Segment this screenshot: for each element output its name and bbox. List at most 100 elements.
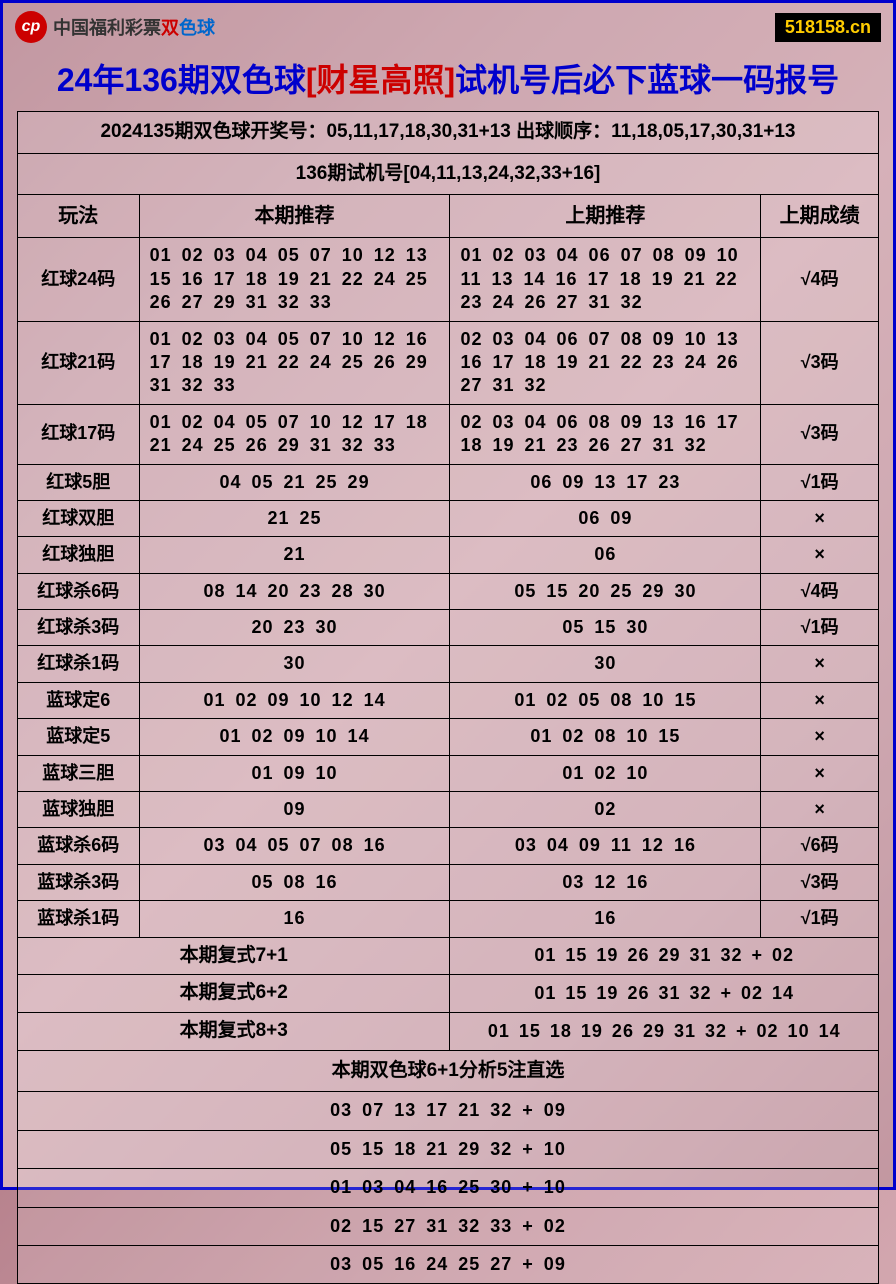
logo-area: cp 中国福利彩票双色球 [15,11,215,43]
site-badge[interactable]: 518158.cn [775,13,881,42]
prev-cell: 30 [450,646,761,682]
current-cell: 01 02 09 10 14 [139,719,450,755]
current-cell: 21 25 [139,500,450,536]
draw-result: 2024135期双色球开奖号：05,11,17,18,30,31+13 出球顺序… [18,112,879,154]
direct-title: 本期双色球6+1分析5注直选 [18,1050,879,1092]
method-cell: 蓝球定5 [18,719,140,755]
result-cell: × [761,646,879,682]
current-cell: 01 09 10 [139,755,450,791]
result-cell: √4码 [761,238,879,321]
method-cell: 红球24码 [18,238,140,321]
direct-pick: 02 15 27 31 32 33 + 02 [18,1207,879,1245]
prev-cell: 05 15 20 25 29 30 [450,573,761,609]
lottery-logo-icon: cp [15,11,47,43]
direct-pick-row: 03 05 16 24 25 27 + 09 [18,1245,879,1283]
method-cell: 红球杀1码 [18,646,140,682]
result-cell: × [761,719,879,755]
method-cell: 红球21码 [18,321,140,404]
prev-cell: 01 02 03 04 06 07 08 09 10 11 13 14 16 1… [450,238,761,321]
result-cell: × [761,537,879,573]
result-cell: √3码 [761,864,879,900]
table-row: 红球5胆04 05 21 25 2906 09 13 17 23√1码 [18,464,879,500]
title-part1: 24年136期双色球 [57,62,306,98]
prev-cell: 16 [450,901,761,937]
test-number: 136期试机号[04,11,13,24,32,33+16] [18,153,879,195]
table-row: 蓝球杀1码1616√1码 [18,901,879,937]
test-number-row: 136期试机号[04,11,13,24,32,33+16] [18,153,879,195]
draw-result-row: 2024135期双色球开奖号：05,11,17,18,30,31+13 出球顺序… [18,112,879,154]
method-cell: 蓝球定6 [18,682,140,718]
direct-pick: 01 03 04 16 25 30 + 10 [18,1169,879,1207]
current-cell: 09 [139,792,450,828]
method-cell: 红球双胆 [18,500,140,536]
direct-pick: 03 05 16 24 25 27 + 09 [18,1245,879,1283]
logo-text: 中国福利彩票双色球 [53,14,215,40]
combo-row: 本期复式8+301 15 18 19 26 29 31 32 + 02 10 1… [18,1012,879,1050]
table-header-row: 玩法 本期推荐 上期推荐 上期成绩 [18,195,879,238]
current-cell: 01 02 09 10 12 14 [139,682,450,718]
prev-cell: 06 09 [450,500,761,536]
prev-cell: 01 02 08 10 15 [450,719,761,755]
result-cell: √3码 [761,404,879,464]
logo-red: 双 [161,18,179,38]
direct-pick: 03 07 13 17 21 32 + 09 [18,1092,879,1130]
current-cell: 01 02 04 05 07 10 12 17 18 21 24 25 26 2… [139,404,450,464]
header-current: 本期推荐 [139,195,450,238]
method-cell: 红球杀6码 [18,573,140,609]
prev-cell: 02 03 04 06 08 09 13 16 17 18 19 21 23 2… [450,404,761,464]
combo-label: 本期复式7+1 [18,937,450,975]
combo-label: 本期复式8+3 [18,1012,450,1050]
method-cell: 蓝球杀6码 [18,828,140,864]
result-cell: × [761,792,879,828]
direct-pick-row: 01 03 04 16 25 30 + 10 [18,1169,879,1207]
table-row: 蓝球杀3码05 08 1603 12 16√3码 [18,864,879,900]
combo-value: 01 15 18 19 26 29 31 32 + 02 10 14 [450,1012,879,1050]
method-cell: 红球5胆 [18,464,140,500]
result-cell: × [761,755,879,791]
current-cell: 16 [139,901,450,937]
table-row: 蓝球杀6码03 04 05 07 08 1603 04 09 11 12 16√… [18,828,879,864]
prev-cell: 02 [450,792,761,828]
header-prev: 上期推荐 [450,195,761,238]
combo-row: 本期复式7+101 15 19 26 29 31 32 + 02 [18,937,879,975]
combo-label: 本期复式6+2 [18,975,450,1013]
direct-title-row: 本期双色球6+1分析5注直选 [18,1050,879,1092]
logo-blue: 色球 [179,18,215,38]
current-cell: 01 02 03 04 05 07 10 12 13 15 16 17 18 1… [139,238,450,321]
method-cell: 红球17码 [18,404,140,464]
current-cell: 20 23 30 [139,610,450,646]
method-cell: 蓝球杀1码 [18,901,140,937]
current-cell: 30 [139,646,450,682]
header-result: 上期成绩 [761,195,879,238]
logo-cn: 中国福利彩票 [53,18,161,38]
combo-value: 01 15 19 26 29 31 32 + 02 [450,937,879,975]
result-cell: × [761,500,879,536]
method-cell: 红球杀3码 [18,610,140,646]
combo-value: 01 15 19 26 31 32 + 02 14 [450,975,879,1013]
current-cell: 03 04 05 07 08 16 [139,828,450,864]
current-cell: 08 14 20 23 28 30 [139,573,450,609]
header-bar: cp 中国福利彩票双色球 518158.cn [3,3,893,51]
prev-cell: 05 15 30 [450,610,761,646]
page-title: 24年136期双色球[财星高照]试机号后必下蓝球一码报号 [3,51,893,111]
table-container: 2024135期双色球开奖号：05,11,17,18,30,31+13 出球顺序… [17,111,879,1284]
title-bracket: [财星高照] [306,62,455,98]
current-cell: 21 [139,537,450,573]
table-row: 红球杀6码08 14 20 23 28 3005 15 20 25 29 30√… [18,573,879,609]
direct-pick-row: 05 15 18 21 29 32 + 10 [18,1130,879,1168]
direct-pick: 05 15 18 21 29 32 + 10 [18,1130,879,1168]
current-cell: 05 08 16 [139,864,450,900]
table-row: 蓝球三胆01 09 1001 02 10× [18,755,879,791]
prev-cell: 06 09 13 17 23 [450,464,761,500]
prev-cell: 03 04 09 11 12 16 [450,828,761,864]
prev-cell: 01 02 05 08 10 15 [450,682,761,718]
result-cell: √6码 [761,828,879,864]
prev-cell: 06 [450,537,761,573]
table-row: 蓝球定501 02 09 10 1401 02 08 10 15× [18,719,879,755]
prev-cell: 02 03 04 06 07 08 09 10 13 16 17 18 19 2… [450,321,761,404]
current-cell: 04 05 21 25 29 [139,464,450,500]
result-cell: × [761,682,879,718]
method-cell: 蓝球杀3码 [18,864,140,900]
table-row: 红球21码01 02 03 04 05 07 10 12 16 17 18 19… [18,321,879,404]
result-cell: √1码 [761,610,879,646]
